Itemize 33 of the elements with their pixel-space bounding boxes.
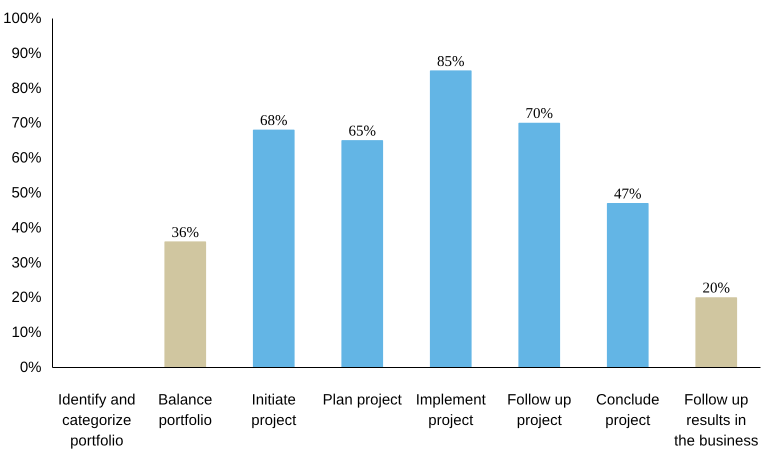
x-tick-label: Follow up project bbox=[507, 392, 572, 429]
x-tick-label: Initiate project bbox=[251, 392, 298, 429]
data-label: 65% bbox=[348, 124, 376, 140]
y-tick-label: 90% bbox=[11, 44, 42, 62]
data-label: 36% bbox=[172, 224, 199, 241]
data-label: 47% bbox=[614, 186, 642, 202]
y-tick-label: 70% bbox=[11, 114, 42, 132]
x-tick-label: Plan project bbox=[322, 392, 403, 408]
y-tick-label: 80% bbox=[11, 80, 42, 97]
data-label: 85% bbox=[437, 54, 464, 70]
y-tick-label: 100% bbox=[3, 10, 42, 27]
x-tick-label: Follow up results in the business bbox=[674, 392, 758, 450]
bar bbox=[252, 130, 295, 368]
data-label: 70% bbox=[526, 106, 553, 122]
y-tick-label: 10% bbox=[11, 324, 42, 342]
y-tick-label: 60% bbox=[11, 150, 42, 167]
y-tick-label: 50% bbox=[11, 184, 42, 202]
bar bbox=[695, 297, 738, 368]
bar bbox=[341, 140, 384, 368]
y-tick-label: 40% bbox=[11, 219, 42, 236]
bar bbox=[606, 202, 649, 368]
y-tick-label: 20% bbox=[11, 289, 42, 306]
bar bbox=[164, 241, 206, 368]
bar bbox=[518, 122, 560, 368]
x-tick-label: Balance portfolio bbox=[158, 392, 212, 429]
x-tick-label: Implement project bbox=[416, 392, 487, 429]
bar bbox=[430, 70, 472, 368]
x-tick-label: Identify and categorize portfolio bbox=[58, 392, 136, 450]
x-tick-label: Conclude project bbox=[596, 392, 660, 429]
y-tick-label: 0% bbox=[20, 359, 42, 376]
data-label: 20% bbox=[702, 280, 730, 297]
data-label: 68% bbox=[260, 113, 288, 130]
y-tick-label: 30% bbox=[11, 254, 42, 272]
